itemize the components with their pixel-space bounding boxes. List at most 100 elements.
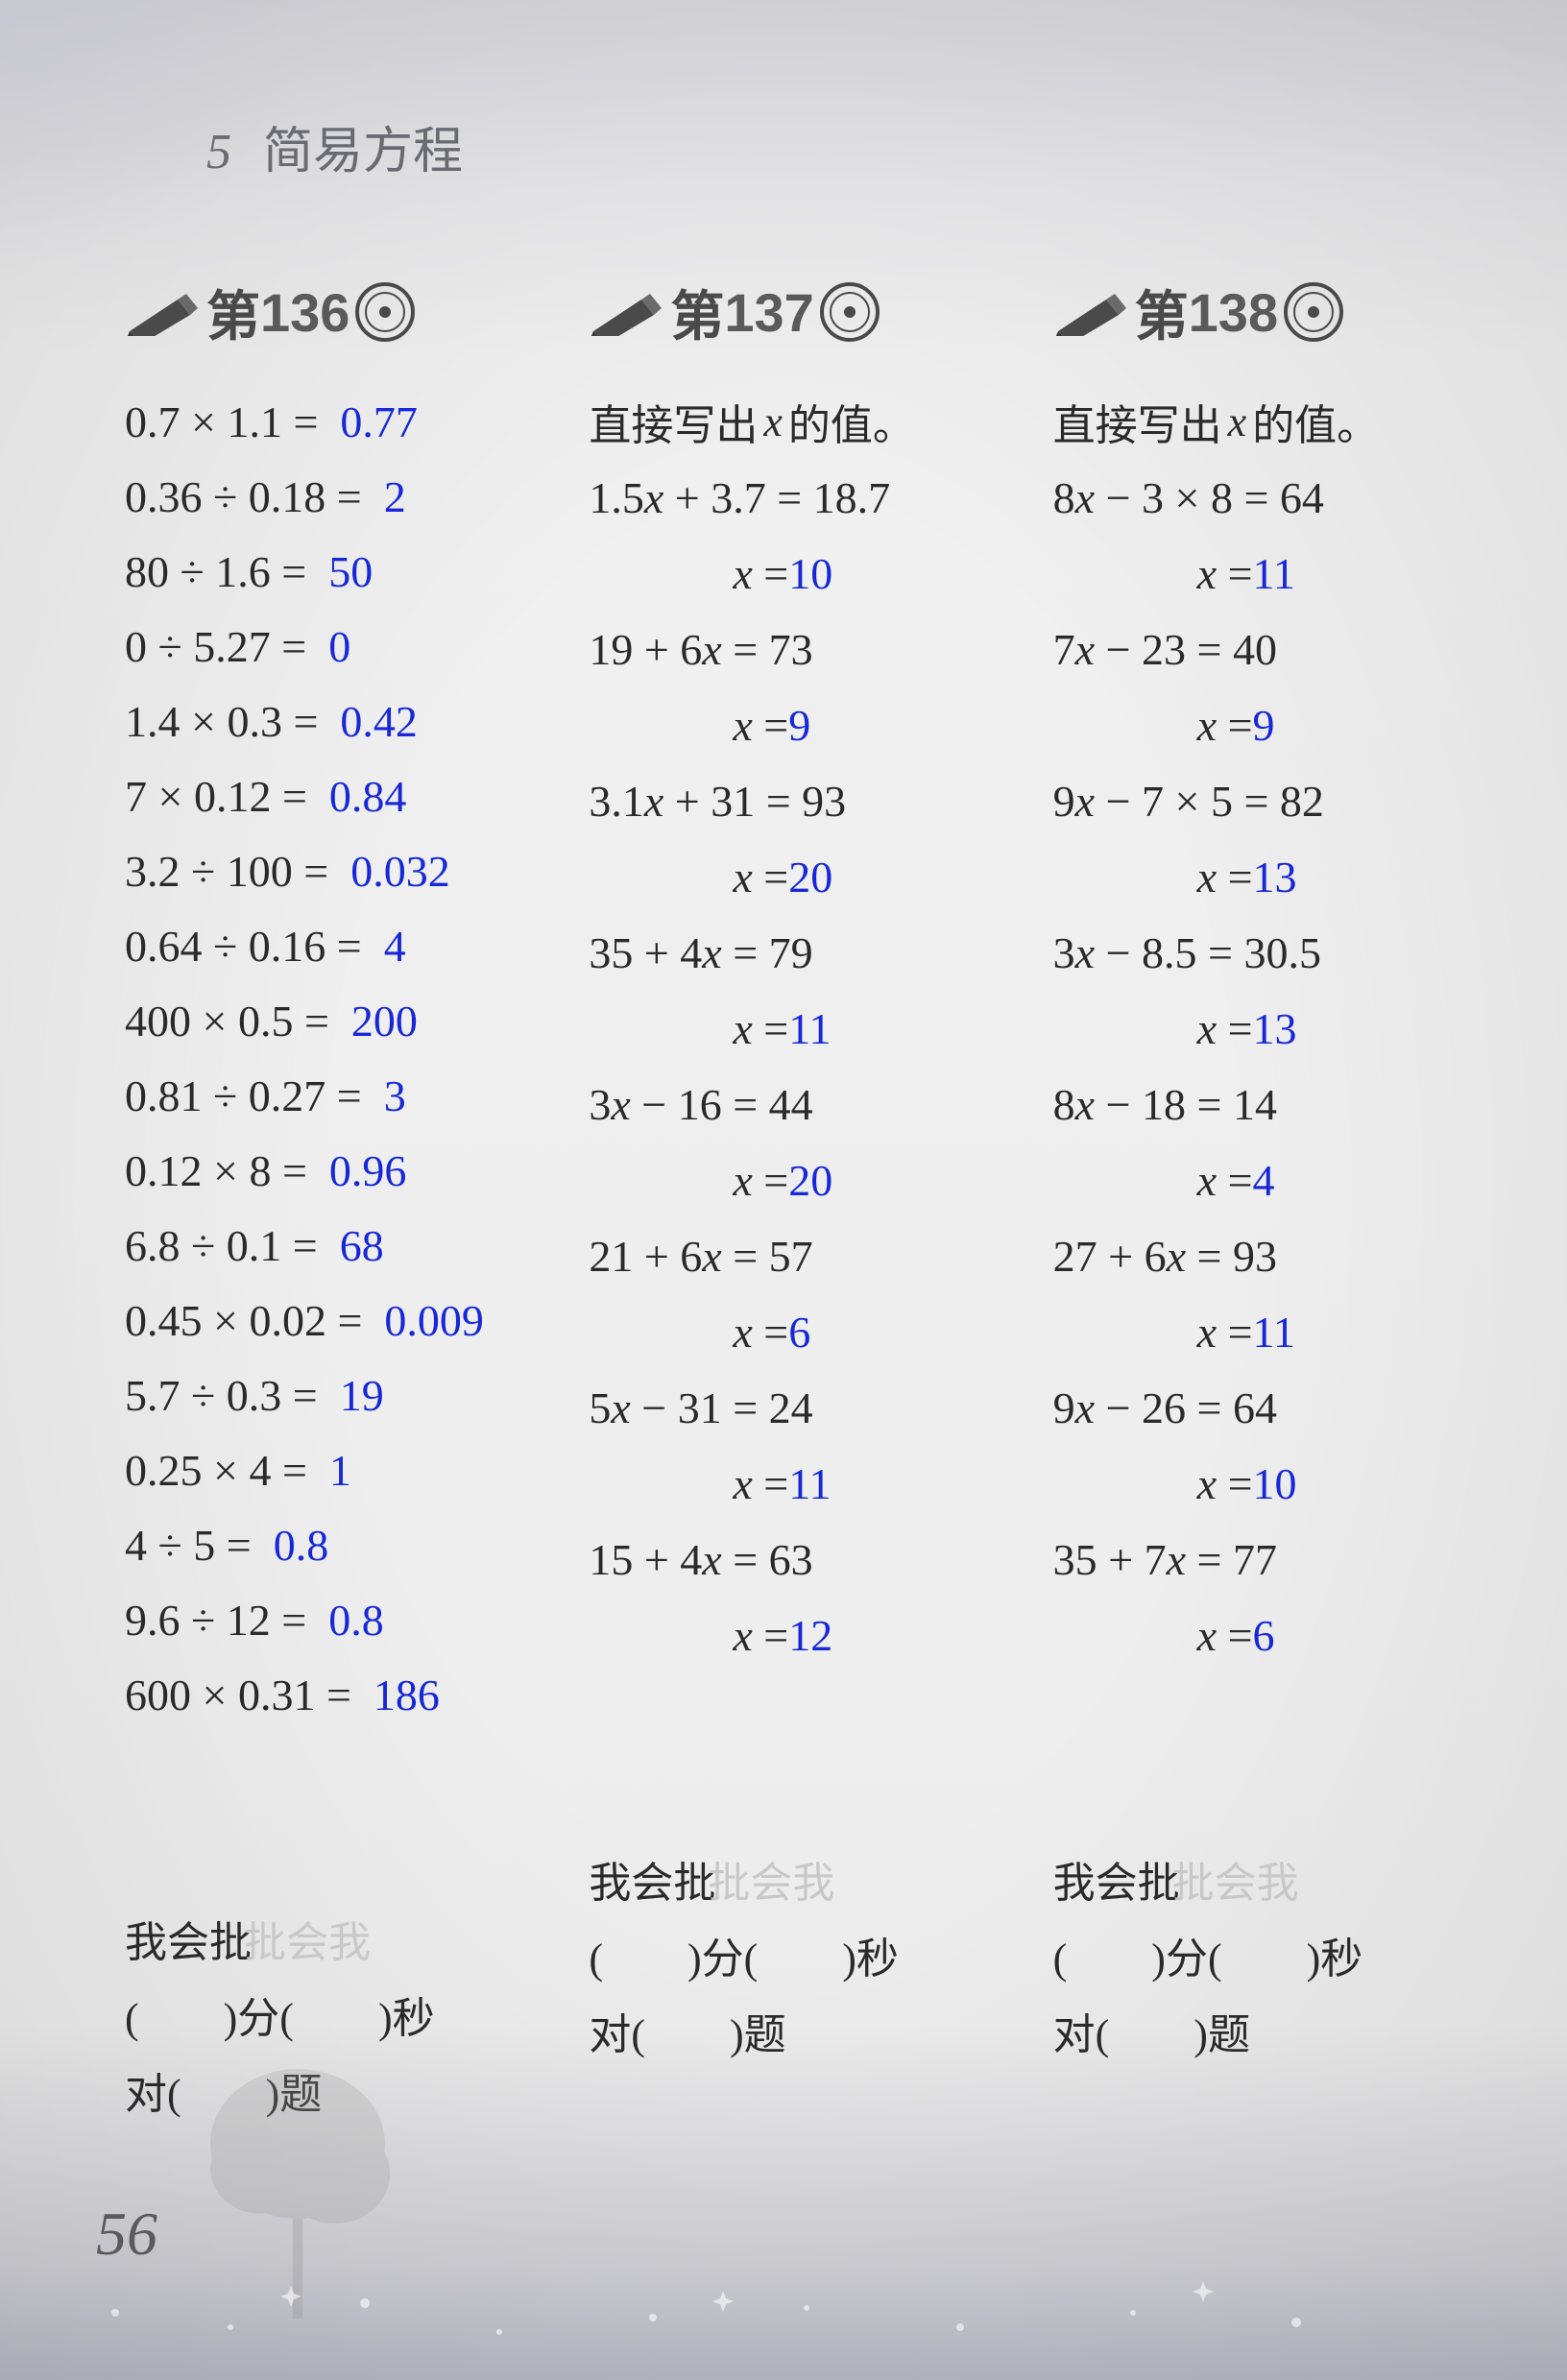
answer: 13 [1253, 1003, 1297, 1054]
solution-row: x = 11 [589, 991, 1024, 1066]
equation: 15 + 4x = 63 [589, 1534, 812, 1585]
pencil-icon [589, 288, 665, 336]
equation-row: 3x − 8.5 = 30.5 [1053, 914, 1488, 991]
answer: 68 [340, 1220, 384, 1271]
equation-row: 27 + 6x = 93 [1053, 1217, 1488, 1294]
chapter-number: 5 [206, 125, 231, 180]
card-number: 136 [260, 281, 350, 344]
expression: 0.45 × 0.02 = [125, 1295, 384, 1346]
expression: 4 ÷ 5 = [125, 1520, 274, 1571]
answer: 20 [788, 1155, 832, 1206]
answer: 9 [1253, 700, 1275, 751]
card-number: 137 [724, 281, 813, 344]
pencil-icon [1053, 288, 1130, 336]
equation-row: 3.1x + 31 = 93 [589, 762, 1024, 839]
expression: 80 ÷ 1.6 = [125, 546, 328, 597]
arithmetic-row: 0 ÷ 5.27 = 0 [125, 609, 560, 684]
solution-row: x = 20 [589, 839, 1024, 914]
arithmetic-row: 6.8 ÷ 0.1 = 68 [125, 1208, 560, 1283]
arithmetic-row: 4 ÷ 5 = 0.8 [125, 1507, 560, 1582]
arithmetic-row: 600 × 0.31 = 186 [125, 1657, 560, 1732]
pencil-icon [125, 288, 202, 336]
answer: 3 [384, 1070, 406, 1121]
answer: 50 [328, 546, 373, 597]
column-136: 第136 0.7 × 1.1 = 0.770.36 ÷ 0.18 = 280 ÷… [125, 269, 560, 2133]
x-equals: x = [733, 852, 788, 902]
answer: 0.8 [274, 1520, 329, 1571]
answer: 0 [328, 621, 350, 672]
equation-row: 35 + 7x = 77 [1053, 1521, 1488, 1598]
x-equals: x = [1197, 1155, 1253, 1206]
equation: 35 + 7x = 77 [1053, 1534, 1277, 1585]
answer: 0.8 [328, 1595, 384, 1646]
arithmetic-row: 0.36 ÷ 0.18 = 2 [125, 459, 560, 534]
x-equals: x = [733, 1003, 788, 1054]
answer: 11 [1253, 548, 1295, 599]
solution-row: x = 20 [589, 1142, 1024, 1217]
answer: 186 [374, 1670, 440, 1720]
answer: 0.009 [384, 1295, 484, 1346]
arithmetic-row: 0.81 ÷ 0.27 = 3 [125, 1058, 560, 1133]
answer: 19 [340, 1370, 384, 1421]
instruction: 直接写出x的值。 [589, 384, 1024, 459]
expression: 5.7 ÷ 0.3 = [125, 1370, 340, 1421]
equation: 3x − 8.5 = 30.5 [1053, 927, 1321, 978]
equation-row: 8x − 18 = 14 [1053, 1066, 1488, 1142]
footer-time: ( )分( )秒 [1053, 1921, 1488, 1997]
disc-icon [355, 282, 415, 342]
footer-score: 对( )题 [589, 1997, 1024, 2073]
x-equals: x = [1197, 1307, 1253, 1358]
answer: 11 [1253, 1307, 1295, 1358]
x-equals: x = [1197, 1458, 1253, 1509]
column-138: 第138 直接写出x的值。8x − 3 × 8 = 64x = 117x − 2… [1053, 269, 1488, 2133]
equation: 9x − 7 × 5 = 82 [1053, 776, 1324, 827]
arithmetic-row: 9.6 ÷ 12 = 0.8 [125, 1582, 560, 1657]
equation-row: 21 + 6x = 57 [589, 1217, 1024, 1294]
card-number: 138 [1189, 281, 1278, 344]
equation-row: 9x − 26 = 64 [1053, 1369, 1488, 1446]
x-equals: x = [1197, 700, 1253, 751]
footer-title-line: 我会批批会我 [125, 1905, 560, 1981]
arithmetic-row: 0.45 × 0.02 = 0.009 [125, 1283, 560, 1358]
answer: 6 [788, 1307, 810, 1358]
x-equals: x = [733, 1458, 788, 1509]
footer-title: 我会批 [125, 1919, 252, 1966]
footer-ghost: 批会我 [1172, 1860, 1299, 1907]
equation-row: 35 + 4x = 79 [589, 914, 1024, 991]
expression: 6.8 ÷ 0.1 = [125, 1220, 340, 1271]
solution-row: x = 9 [1053, 687, 1488, 762]
x-equals: x = [733, 700, 788, 751]
chapter-title: 5 简易方程 [206, 110, 463, 182]
arithmetic-row: 400 × 0.5 = 200 [125, 983, 560, 1058]
equation: 19 + 6x = 73 [589, 624, 812, 675]
arithmetic-row: 80 ÷ 1.6 = 50 [125, 534, 560, 609]
answer: 0.032 [350, 846, 450, 897]
solution-row: x = 13 [1053, 991, 1488, 1066]
arithmetic-row: 0.64 ÷ 0.16 = 4 [125, 908, 560, 983]
answer: 1 [329, 1445, 351, 1496]
equation: 8x − 18 = 14 [1053, 1079, 1277, 1130]
solution-row: x = 9 [589, 687, 1024, 762]
answer: 0.96 [329, 1145, 407, 1196]
footer-block: 我会批批会我 ( )分( )秒 对( )题 [1053, 1845, 1488, 2074]
x-equals: x = [733, 548, 788, 599]
chapter-text: 简易方程 [263, 125, 463, 180]
expression: 0.36 ÷ 0.18 = [125, 471, 384, 522]
arithmetic-row: 1.4 × 0.3 = 0.42 [125, 684, 560, 758]
equation: 21 + 6x = 57 [589, 1231, 812, 1282]
footer-score: 对( )题 [1053, 1997, 1488, 2073]
x-equals: x = [1197, 1610, 1253, 1661]
arithmetic-row: 0.12 × 8 = 0.96 [125, 1133, 560, 1208]
card-label: 第136 [206, 274, 415, 351]
answer: 11 [788, 1003, 831, 1054]
answer: 12 [788, 1610, 832, 1661]
equation: 7x − 23 = 40 [1053, 624, 1277, 675]
solution-row: x = 12 [589, 1598, 1024, 1672]
footer-title: 我会批 [1053, 1860, 1180, 1907]
solution-row: x = 6 [589, 1294, 1024, 1369]
expression: 0.12 × 8 = [125, 1145, 329, 1196]
equation: 27 + 6x = 93 [1053, 1231, 1277, 1282]
equation-row: 7x − 23 = 40 [1053, 611, 1488, 687]
x-equals: x = [733, 1610, 788, 1661]
page-number: 56 [96, 2199, 157, 2270]
